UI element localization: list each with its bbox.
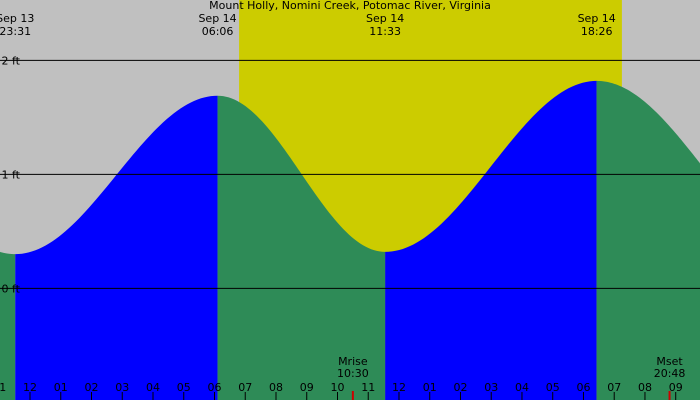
x-tick-label: 05 <box>546 381 560 394</box>
x-tick-label: 12 <box>392 381 406 394</box>
x-tick-label: 03 <box>484 381 498 394</box>
x-tick-label: 02 <box>453 381 467 394</box>
x-tick-label: 11 <box>361 381 375 394</box>
y-tick-label: 1 ft <box>2 168 21 181</box>
x-tick-label: 01 <box>423 381 437 394</box>
x-tick-label: 07 <box>238 381 252 394</box>
x-tick-label: 08 <box>269 381 283 394</box>
extreme-time: 06:06 <box>202 25 234 38</box>
rising-tide <box>15 95 218 400</box>
x-tick-label: 03 <box>115 381 129 394</box>
extreme-date: Sep 13 <box>0 12 34 25</box>
extreme-date: Sep 14 <box>366 12 404 25</box>
chart-title: Mount Holly, Nomini Creek, Potomac River… <box>209 0 491 12</box>
extreme-time: 11:33 <box>369 25 401 38</box>
x-tick-label: 09 <box>669 381 683 394</box>
falling-tide <box>0 251 16 400</box>
rising-tide <box>385 80 597 400</box>
x-tick-label: 04 <box>146 381 160 394</box>
x-tick-label: 11 <box>0 381 6 394</box>
x-tick-label: 06 <box>207 381 221 394</box>
extreme-time: 18:26 <box>581 25 613 38</box>
moon-time: 20:48 <box>654 367 686 380</box>
x-tick-label: 06 <box>576 381 590 394</box>
x-tick-label: 07 <box>607 381 621 394</box>
falling-tide <box>217 95 386 400</box>
moon-label: Mrise <box>338 355 368 368</box>
x-tick-label: 01 <box>54 381 68 394</box>
x-tick-label: 09 <box>300 381 314 394</box>
x-tick-label: 10 <box>330 381 344 394</box>
x-tick-label: 05 <box>177 381 191 394</box>
moon-label: Mset <box>656 355 683 368</box>
y-tick-label: 0 ft <box>2 282 21 295</box>
y-tick-label: 2 ft <box>2 54 21 67</box>
moon-time: 10:30 <box>337 367 369 380</box>
x-tick-label: 08 <box>638 381 652 394</box>
x-tick-label: 02 <box>85 381 99 394</box>
extreme-time: 23:31 <box>0 25 31 38</box>
falling-tide <box>596 80 700 400</box>
x-tick-label: 04 <box>515 381 529 394</box>
extreme-date: Sep 14 <box>578 12 616 25</box>
x-tick-label: 12 <box>23 381 37 394</box>
extreme-date: Sep 14 <box>198 12 236 25</box>
